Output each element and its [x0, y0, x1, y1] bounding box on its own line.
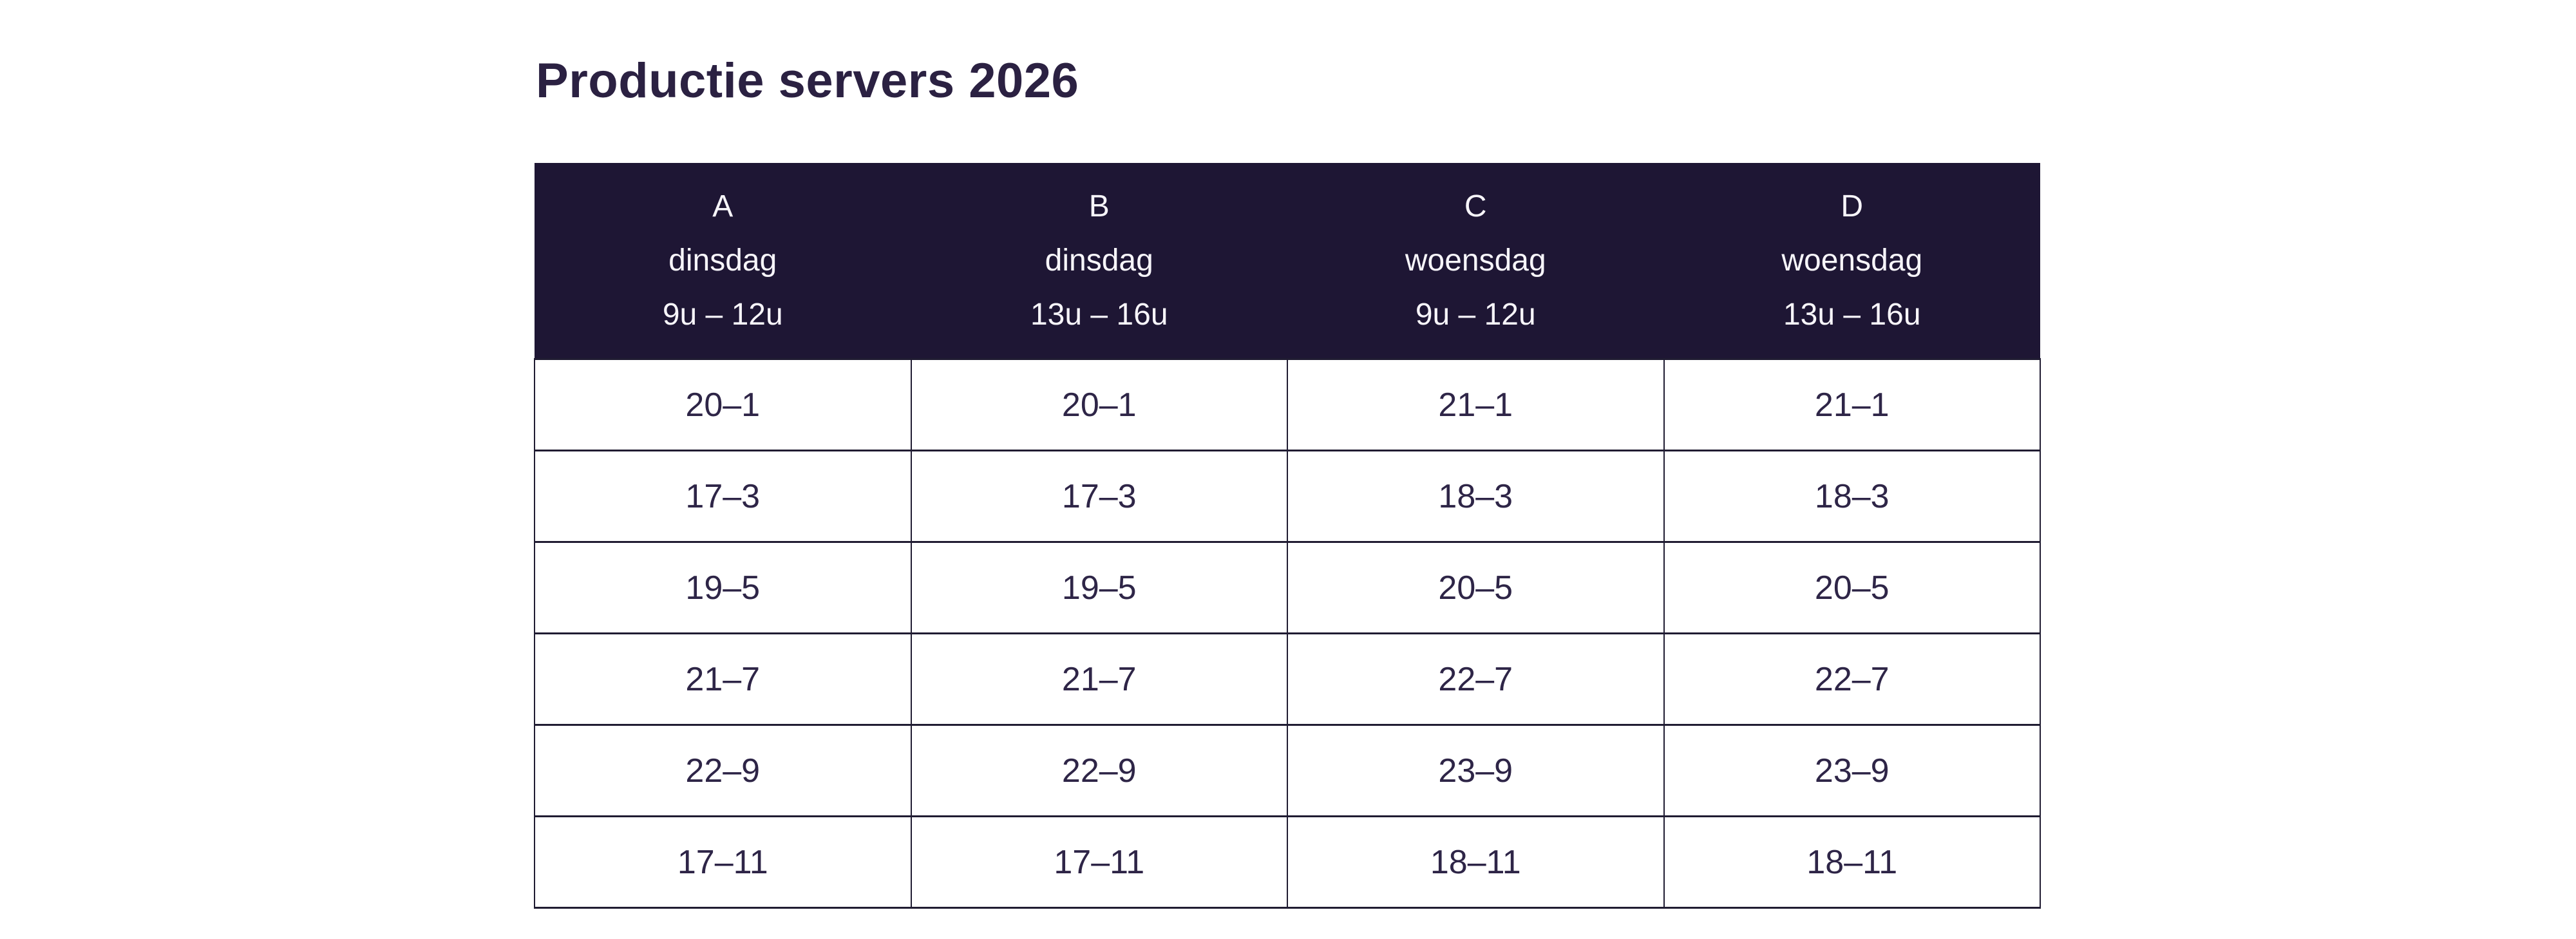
- table-body: 20–1 20–1 21–1 21–1 17–3 17–3 18–3 18–3 …: [534, 358, 2041, 909]
- table-cell: 23–9: [1663, 724, 2041, 817]
- header-row: A dinsdag 9u – 12u B dinsdag 13u – 16u C: [535, 163, 2040, 359]
- table-row: 17–11 17–11 18–11 18–11: [534, 815, 2041, 909]
- table-cell: 20–1: [910, 358, 1288, 451]
- column-day: dinsdag: [668, 243, 777, 278]
- table-cell: 22–7: [1663, 632, 2041, 726]
- table-row: 22–9 22–9 23–9 23–9: [534, 724, 2041, 817]
- table-row: 19–5 19–5 20–5 20–5: [534, 541, 2041, 634]
- column-header-b: B dinsdag 13u – 16u: [911, 163, 1288, 359]
- table-cell: 20–1: [534, 358, 912, 451]
- table-cell: 21–7: [910, 632, 1288, 726]
- column-header-b-stack: B dinsdag 13u – 16u: [911, 180, 1288, 342]
- column-label: A: [712, 189, 734, 223]
- table-cell: 22–9: [910, 724, 1288, 817]
- column-header-d: D woensdag 13u – 16u: [1663, 163, 2041, 359]
- column-header-c: C woensdag 9u – 12u: [1287, 163, 1664, 359]
- table-cell: 18–11: [1287, 815, 1665, 909]
- table-row: 17–3 17–3 18–3 18–3: [534, 450, 2041, 543]
- table-cell: 19–5: [910, 541, 1288, 634]
- column-header-a-stack: A dinsdag 9u – 12u: [535, 180, 911, 342]
- column-header-c-stack: C woensdag 9u – 12u: [1287, 180, 1664, 342]
- table-cell: 17–3: [910, 450, 1288, 543]
- page-title: Productie servers 2026: [536, 53, 1079, 108]
- schedule-table: A dinsdag 9u – 12u B dinsdag 13u – 16u C: [534, 163, 2041, 909]
- table-cell: 19–5: [534, 541, 912, 634]
- table-cell: 18–3: [1663, 450, 2041, 543]
- column-header-a: A dinsdag 9u – 12u: [535, 163, 911, 359]
- table-cell: 21–7: [534, 632, 912, 726]
- column-label: D: [1841, 189, 1864, 223]
- table-cell: 22–7: [1287, 632, 1665, 726]
- column-time: 9u – 12u: [1415, 297, 1536, 332]
- table-cell: 22–9: [534, 724, 912, 817]
- column-day: woensdag: [1781, 243, 1923, 278]
- table-cell: 17–11: [534, 815, 912, 909]
- table-header: A dinsdag 9u – 12u B dinsdag 13u – 16u C: [535, 163, 2040, 359]
- column-label: C: [1464, 189, 1487, 223]
- table-cell: 17–3: [534, 450, 912, 543]
- table-cell: 21–1: [1287, 358, 1665, 451]
- table-cell: 23–9: [1287, 724, 1665, 817]
- column-day: woensdag: [1405, 243, 1546, 278]
- column-label: B: [1088, 189, 1110, 223]
- table-cell: 20–5: [1287, 541, 1665, 634]
- table-cell: 20–5: [1663, 541, 2041, 634]
- table-row: 21–7 21–7 22–7 22–7: [534, 632, 2041, 726]
- table-cell: 21–1: [1663, 358, 2041, 451]
- table-cell: 17–11: [910, 815, 1288, 909]
- table-row: 20–1 20–1 21–1 21–1: [534, 358, 2041, 451]
- column-time: 13u – 16u: [1783, 297, 1921, 332]
- table-cell: 18–3: [1287, 450, 1665, 543]
- column-day: dinsdag: [1045, 243, 1153, 278]
- column-header-d-stack: D woensdag 13u – 16u: [1664, 180, 2041, 342]
- column-time: 9u – 12u: [662, 297, 783, 332]
- table-cell: 18–11: [1663, 815, 2041, 909]
- column-time: 13u – 16u: [1030, 297, 1168, 332]
